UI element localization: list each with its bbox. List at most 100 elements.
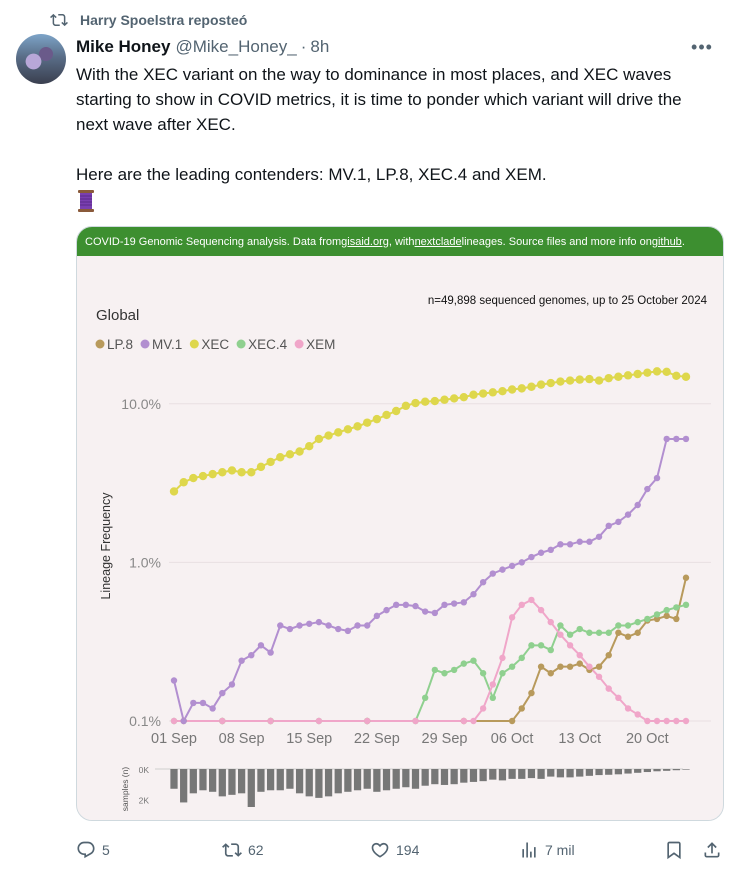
tweet-time[interactable]: 8h [310,37,330,56]
data-point-xem [219,717,226,725]
legend-label: LP.8 [107,337,133,352]
data-point-xec [247,468,256,477]
views-button[interactable]: 7 mil [519,836,575,864]
like-button[interactable]: 194 [370,836,419,864]
data-point-xem [499,654,506,662]
data-point-mv-1 [489,570,496,577]
data-point-xem [644,717,651,725]
data-point-xec-4 [595,629,603,636]
repost-indicator[interactable]: Harry Spoelstra reposteó [50,10,247,30]
author-handle[interactable]: @Mike_Honey_ [175,37,297,56]
banner-link-gisaid[interactable]: gisaid.org [341,235,389,248]
data-point-xem [634,711,641,718]
samples-bar [614,769,622,775]
data-point-xec [324,431,333,440]
data-point-xec-4 [431,666,439,674]
samples-bar [547,769,555,777]
repost-text: Harry Spoelstra reposteó [80,12,248,28]
tweet-paragraph-1: With the XEC variant on the way to domin… [76,65,682,134]
data-point-xec [517,384,526,393]
chart-legend: LP.8 MV.1 XEC XEC.4 XEM [95,337,335,352]
action-bar: 5 62 194 7 mil [76,836,724,864]
data-point-xec [391,406,401,416]
data-point-xec-4 [605,629,612,636]
samples-bar [585,769,594,776]
card-banner: COVID-19 Genomic Sequencing analysis. Da… [77,227,723,256]
data-point-mv-1 [364,622,371,629]
data-point-xec [430,396,440,406]
samples-bar [392,769,400,789]
data-point-xec-4 [508,663,516,670]
samples-bar [624,769,632,774]
like-count: 194 [396,842,420,858]
avatar[interactable] [16,34,66,84]
data-point-xec-4 [644,615,651,623]
samples-bar [672,769,680,771]
data-point-xec-4 [479,670,487,677]
data-point-xec [575,375,584,384]
x-tick-label: 15 Sep [286,731,332,747]
data-point-xem [518,601,525,609]
author-name[interactable]: Mike Honey [76,37,171,56]
data-point-mv-1 [586,538,593,545]
data-point-xec [498,386,507,396]
data-point-mv-1 [624,511,632,518]
media-card[interactable]: COVID-19 Genomic Sequencing analysis. Da… [76,226,724,821]
data-point-mv-1 [412,602,419,610]
data-point-xec-4 [528,642,535,649]
data-point-xec-4 [634,618,641,626]
samples-bar [508,769,516,779]
banner-link-github[interactable]: github [651,235,682,248]
share-button[interactable] [702,836,722,864]
samples-bar [402,769,410,788]
data-point-mv-1 [180,717,187,725]
samples-bar [228,769,236,795]
legend-label: XEC.4 [248,337,288,352]
data-point-xec-4 [518,654,525,662]
repost-action-icon [222,843,242,857]
data-point-xec [420,397,430,406]
samples-axis-label: samples (n) [120,767,130,812]
samples-bar [324,769,333,797]
data-point-mv-1 [383,606,390,614]
samples-bar [363,769,371,789]
samples-tick: 2K [139,795,150,805]
data-point-mv-1 [402,601,410,609]
samples-bar [682,769,690,770]
data-point-xec [643,368,652,377]
data-point-lp-8 [518,705,525,712]
data-point-xec-4 [682,601,690,609]
data-point-mv-1 [209,705,216,712]
data-point-xec [334,428,343,437]
x-tick-label: 08 Sep [219,731,265,747]
samples-bar [653,769,661,772]
data-point-xec [256,462,266,472]
data-point-xem [576,651,583,659]
y-tick-label: 0.1% [129,713,161,729]
data-point-xem [460,717,468,725]
data-point-xec [305,441,314,451]
samples-bar [663,769,671,771]
data-point-xec [478,389,488,398]
data-point-xec [565,376,575,385]
banner-link-nextclade[interactable]: nextclade [414,235,462,248]
data-point-mv-1 [460,599,468,606]
data-point-xem [624,705,632,712]
samples-bar [634,769,642,773]
reply-button[interactable]: 5 [76,836,110,864]
samples-bar [518,769,526,779]
repost-icon [50,11,68,29]
data-point-xem [489,681,496,688]
samples-bar [431,769,439,785]
repost-button[interactable]: 62 [222,836,264,864]
data-point-xec [295,447,304,456]
samples-bar [238,769,246,794]
data-point-mv-1 [576,538,583,545]
lineage-chart: Global n=49,898 sequenced genomes, up to… [85,256,717,820]
banner-text: COVID-19 Genomic Sequencing analysis. Da… [85,235,342,248]
bookmark-button[interactable] [664,836,684,864]
data-point-xec [507,385,517,394]
more-icon[interactable]: ••• [691,36,713,57]
data-point-lp-8 [624,633,632,640]
data-point-xem [586,663,593,670]
